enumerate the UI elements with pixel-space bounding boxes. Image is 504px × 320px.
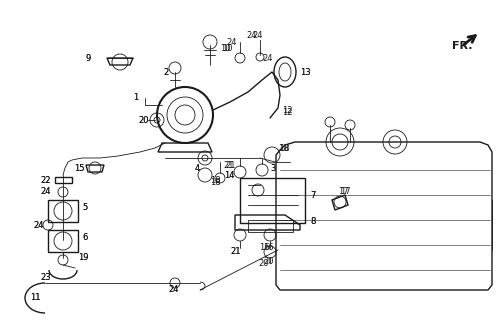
Text: 24: 24 — [40, 188, 50, 196]
Text: 19: 19 — [78, 253, 89, 262]
Text: 22: 22 — [40, 175, 50, 185]
Text: 9: 9 — [85, 53, 90, 62]
Text: 14: 14 — [224, 171, 234, 180]
Text: 9: 9 — [85, 53, 90, 62]
Text: 13: 13 — [300, 68, 310, 76]
Text: 21: 21 — [230, 247, 240, 257]
Text: 11: 11 — [30, 293, 40, 302]
Text: 13: 13 — [300, 68, 310, 76]
Text: 5: 5 — [82, 204, 87, 212]
Text: 6: 6 — [82, 233, 87, 242]
Text: 21: 21 — [230, 247, 240, 257]
Text: 22: 22 — [40, 175, 50, 185]
Text: 18: 18 — [210, 178, 221, 187]
Text: 24: 24 — [262, 53, 273, 62]
Text: 24: 24 — [33, 220, 43, 229]
Text: 11: 11 — [30, 293, 40, 302]
Text: 16: 16 — [259, 244, 269, 252]
Text: 10: 10 — [222, 44, 232, 52]
Bar — [240, 178, 305, 223]
Text: 8: 8 — [310, 218, 316, 227]
Text: 24: 24 — [247, 30, 257, 39]
Text: 14: 14 — [224, 171, 234, 180]
Text: 1: 1 — [133, 92, 138, 101]
Text: 24: 24 — [168, 285, 178, 294]
Text: 24: 24 — [252, 30, 263, 39]
Text: 24: 24 — [40, 188, 50, 196]
Text: 17: 17 — [338, 188, 349, 196]
Text: 19: 19 — [78, 253, 89, 262]
Text: 2: 2 — [163, 68, 168, 76]
Text: 4: 4 — [195, 164, 200, 172]
Text: 4: 4 — [195, 164, 200, 172]
Text: 18: 18 — [279, 143, 290, 153]
Text: 7: 7 — [310, 190, 316, 199]
Text: 3: 3 — [270, 164, 275, 172]
Text: 20: 20 — [259, 260, 269, 268]
Text: 12: 12 — [282, 108, 292, 116]
Text: 6: 6 — [82, 233, 87, 242]
Text: 20: 20 — [263, 258, 274, 267]
Text: 23: 23 — [40, 274, 50, 283]
Text: 10: 10 — [220, 44, 230, 52]
Text: 18: 18 — [278, 143, 289, 153]
Text: 24: 24 — [168, 285, 178, 294]
Text: 15: 15 — [74, 164, 85, 172]
Text: 24: 24 — [227, 37, 237, 46]
Bar — [248, 220, 293, 232]
Text: 7: 7 — [310, 190, 316, 199]
Bar — [48, 200, 78, 222]
Bar — [48, 230, 78, 252]
Text: 12: 12 — [282, 106, 292, 115]
Text: 2: 2 — [163, 68, 168, 76]
Text: FR.: FR. — [452, 41, 472, 51]
Text: 24: 24 — [33, 220, 43, 229]
Text: 8: 8 — [310, 218, 316, 227]
Text: 17: 17 — [340, 188, 351, 196]
Text: 3: 3 — [270, 164, 275, 172]
Text: 5: 5 — [82, 204, 87, 212]
Text: 20: 20 — [138, 116, 149, 124]
Text: 21: 21 — [223, 161, 233, 170]
Text: 20: 20 — [138, 116, 149, 124]
Text: 21: 21 — [225, 161, 235, 170]
Text: 15: 15 — [74, 164, 85, 172]
Text: 18: 18 — [210, 175, 221, 185]
Text: 23: 23 — [40, 274, 50, 283]
Text: 16: 16 — [263, 244, 274, 252]
Text: 1: 1 — [133, 92, 138, 101]
